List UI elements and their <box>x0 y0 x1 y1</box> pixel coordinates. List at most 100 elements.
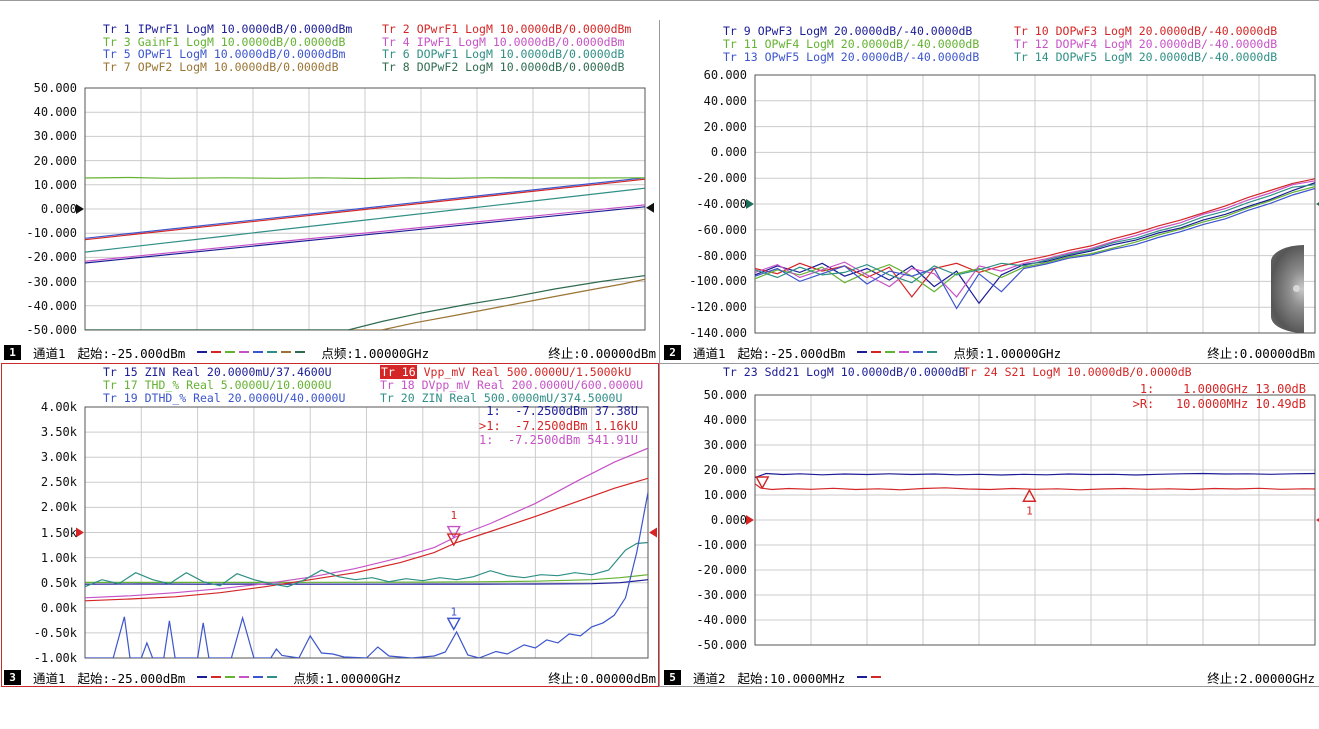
y-axis-label: 40.000 <box>703 93 747 108</box>
y-axis-label: -1.00k <box>33 651 77 665</box>
marker-readout-row: 1: -7.2500dBm 37.38U <box>479 404 638 418</box>
reference-level-arrow-right <box>1316 202 1319 206</box>
channel-status-bar-4: 5 通道2 起始:10.0000MHz 终止:2.00000GHz <box>664 668 1315 686</box>
legend-entry-tr2[interactable]: Tr 2 OPwrF1 LogM 10.0000dB/0.0000dBm <box>382 23 631 36</box>
channel-label: 通道1 <box>693 345 726 361</box>
y-axis-label: -20.000 <box>26 250 77 265</box>
marker-triangle[interactable] <box>1022 488 1037 502</box>
trace-vpp_mv <box>85 477 648 602</box>
trace-s21 <box>755 483 1315 491</box>
legend-entry-tr18[interactable]: Tr 18 DVpp_mV Real 200.0000U/600.0000U <box>380 379 643 392</box>
channel-label: 通道1 <box>33 670 66 686</box>
y-axis-label: -140.000 <box>689 326 747 340</box>
reference-level-arrow-left <box>746 199 754 209</box>
trace-number-label: Tr 4 <box>382 34 410 49</box>
trace-dash <box>871 676 882 678</box>
y-axis-label: -60.000 <box>696 222 747 237</box>
trace-number-label: Tr 11 <box>723 37 758 51</box>
reference-level-arrow-right <box>646 202 654 213</box>
legend-entry-tr3[interactable]: Tr 3 GainF1 LogM 10.0000dB/0.0000dB <box>103 35 345 49</box>
legend-entry-tr9[interactable]: Tr 9 OPwF3 LogM 20.0000dB/-40.0000dB <box>723 25 972 38</box>
marker-readout-row: >R: 10.0000MHz 10.49dB <box>1132 397 1306 411</box>
marker-triangle[interactable] <box>755 476 770 490</box>
y-axis-label: 60.000 <box>703 68 747 82</box>
y-axis-label: 0.00k <box>40 600 77 615</box>
trace-opwf2 <box>85 278 645 330</box>
trace-dopwf5 <box>755 184 1315 284</box>
plot-area-3[interactable]: 11 <box>71 393 662 672</box>
cw-frequency-label: 点频:1.00000GHz <box>953 345 1062 361</box>
legend-entry-tr20[interactable]: Tr 20 ZIN Real 500.0000mU/374.5000U <box>380 392 622 405</box>
legend-entry-tr7[interactable]: Tr 7 OPwF2 LogM 10.0000dB/0.0000dB <box>103 59 339 74</box>
window-number-badge[interactable]: 3 <box>4 669 21 685</box>
trace-dash <box>913 351 924 353</box>
plot-area-4[interactable]: 1 <box>741 381 1319 659</box>
plot-area-2[interactable] <box>741 61 1319 347</box>
trace-number-label: Tr 17 <box>103 378 138 392</box>
legend-entry-tr11[interactable]: Tr 11 OPwF4 LogM 20.0000dB/-40.0000dB <box>723 38 979 51</box>
legend-entry-tr4[interactable]: Tr 4 IPwF1 LogM 10.0000dB/0.0000dBm <box>382 34 625 49</box>
marker-triangle[interactable] <box>446 525 461 539</box>
marker-triangle[interactable] <box>446 617 461 631</box>
window-number-badge[interactable]: 5 <box>664 669 681 685</box>
trace-format-label: ZIN Real 20.0000mU/37.4600U <box>144 365 332 379</box>
y-axis-label: -10.000 <box>26 226 77 241</box>
y-axis-label: -120.000 <box>689 300 747 315</box>
trace-format-label: IPwF1 LogM 10.0000dB/0.0000dBm <box>416 34 625 49</box>
y-axis-label: 3.50k <box>40 425 77 440</box>
plot-border <box>754 394 1316 646</box>
legend-entry-tr24[interactable]: Tr 24 S21 LogM 10.0000dB/0.0000dB <box>963 366 1192 379</box>
plot-border <box>754 74 1316 334</box>
sweep-start-label: 起始:-25.000dBm <box>77 345 186 361</box>
traces-group <box>755 472 1315 491</box>
top-separator-line <box>0 0 1319 1</box>
y-axis-label: -50.000 <box>696 638 747 652</box>
trace-dopwf2 <box>85 275 645 330</box>
trace-format-label: OPwF4 LogM 20.0000dB/-40.0000dB <box>764 37 980 51</box>
trace-dash <box>281 351 292 353</box>
legend-entry-tr15[interactable]: Tr 15 ZIN Real 20.0000mU/37.4600U <box>103 366 332 379</box>
marker-label: 1 <box>450 509 457 522</box>
trace-dash <box>899 351 910 353</box>
trace-number-label: Tr 2 <box>382 22 410 36</box>
legend-entry-tr1[interactable]: Tr 1 IPwrF1 LogM 10.0000dB/0.0000dBm <box>103 23 352 36</box>
y-axis-label: 50.000 <box>33 81 77 95</box>
legend-entry-tr23[interactable]: Tr 23 Sdd21 LogM 10.0000dB/0.0000dB <box>723 366 965 379</box>
trace-number-label: Tr 15 <box>103 365 138 379</box>
plot-area-1[interactable] <box>71 74 659 344</box>
trace-dash <box>857 351 868 353</box>
legend-entry-tr8[interactable]: Tr 8 DOPwF2 LogM 10.0000dB/0.0000dB <box>382 59 624 74</box>
trace-number-label: Tr 8 <box>382 59 410 74</box>
legend-entry-tr16[interactable]: Tr 16 Vpp_mV Real 500.0000U/1.5000kU <box>380 365 631 379</box>
cw-frequency-label: 点频:1.00000GHz <box>321 345 430 361</box>
legend-entry-tr13[interactable]: Tr 13 OPwF5 LogM 20.0000dB/-40.0000dB <box>723 51 979 64</box>
trace-format-label: S21 LogM 10.0000dB/0.0000dB <box>1004 365 1192 379</box>
trace-dopwf3 <box>755 178 1315 298</box>
marker-readout-row: 1: 1.0000GHz 13.00dB <box>1132 382 1306 396</box>
trace-opwf1 <box>85 177 645 239</box>
trace-format-label: OPwF2 LogM 10.0000dB/0.0000dB <box>137 59 339 74</box>
legend-entry-tr14[interactable]: Tr 14 DOPwF5 LogM 20.0000dB/-40.0000dB <box>1014 51 1277 64</box>
y-axis-label: 2.00k <box>40 500 77 515</box>
window-number-badge[interactable]: 2 <box>664 344 681 360</box>
legend-entry-tr17[interactable]: Tr 17 THD_% Real 5.0000U/10.0000U <box>103 379 332 392</box>
trace-number-label: Tr 16 <box>380 365 417 379</box>
y-axis-label: -10.000 <box>696 538 747 552</box>
window-number-badge[interactable]: 1 <box>4 344 21 360</box>
trace-format-label: DTHD_% Real 20.0000U/40.0000U <box>144 391 346 405</box>
y-axis-label: 20.000 <box>33 153 77 168</box>
legend-entry-tr5[interactable]: Tr 5 OPwF1 LogM 10.0000dB/0.0000dBm <box>103 48 345 61</box>
legend-entry-tr12[interactable]: Tr 12 DOPwF4 LogM 20.0000dB/-40.0000dB <box>1014 38 1277 51</box>
legend-entry-tr6[interactable]: Tr 6 DOPwF1 LogM 10.0000dB/0.0000dB <box>382 48 624 61</box>
cw-frequency-label: 点频:1.00000GHz <box>293 670 402 686</box>
trace-dash <box>225 676 236 678</box>
trace-ipwf1 <box>85 204 645 262</box>
trace-number-label: Tr 10 <box>1014 24 1049 38</box>
marker-label: 1 <box>1026 504 1033 517</box>
marker-readout-row: >1: -7.2500dBm 1.16kU <box>479 418 638 433</box>
marker-triangle[interactable] <box>446 533 461 547</box>
legend-entry-tr10[interactable]: Tr 10 DOPwF3 LogM 20.0000dB/-40.0000dB <box>1014 25 1277 38</box>
trace-number-label: Tr 24 <box>963 365 998 379</box>
legend-entry-tr19[interactable]: Tr 19 DTHD_% Real 20.0000U/40.0000U <box>103 392 345 405</box>
